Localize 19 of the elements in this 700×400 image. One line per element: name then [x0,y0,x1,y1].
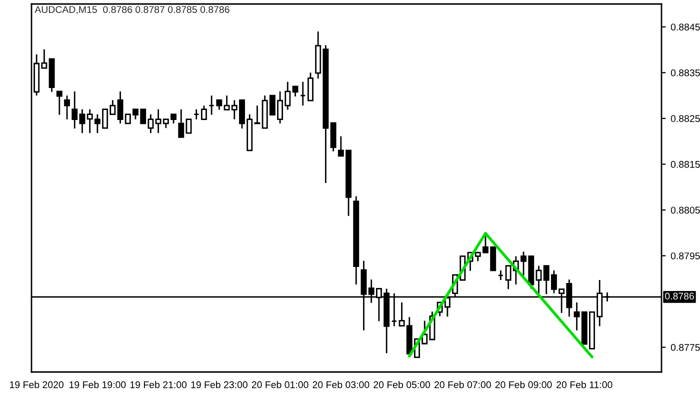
y-tick-label: 0.8795 [670,252,700,260]
x-tick-label: 19 Feb 21:00 [130,381,187,388]
x-tick-label: 20 Feb 03:00 [312,381,370,388]
x-tick-label: 19 Feb 23:00 [191,381,248,388]
y-tick-label: 0.8815 [670,160,700,168]
chart-title: AUDCAD,M15 0.8786 0.8787 0.8785 0.8786 [34,6,230,14]
y-tick-label: 0.8805 [670,206,700,214]
x-tick-label: 20 Feb 07:00 [434,381,491,388]
x-tick-label: 20 Feb 01:00 [252,381,308,388]
x-tick-label: 20 Feb 05:00 [374,381,430,388]
x-tick-label: 19 Feb 19:00 [70,381,126,388]
y-tick-label: 0.8845 [670,24,700,31]
x-tick-label: 20 Feb 09:00 [495,381,552,388]
x-tick-label: 20 Feb 11:00 [556,381,612,388]
x-tick-label: 19 Feb 2020 [10,381,64,388]
y-tick-label: 0.8835 [670,69,700,76]
ref-line-label: 0.8786 [665,292,694,300]
y-tick-label: 0.8825 [670,115,700,122]
y-tick-label: 0.8775 [670,344,700,351]
